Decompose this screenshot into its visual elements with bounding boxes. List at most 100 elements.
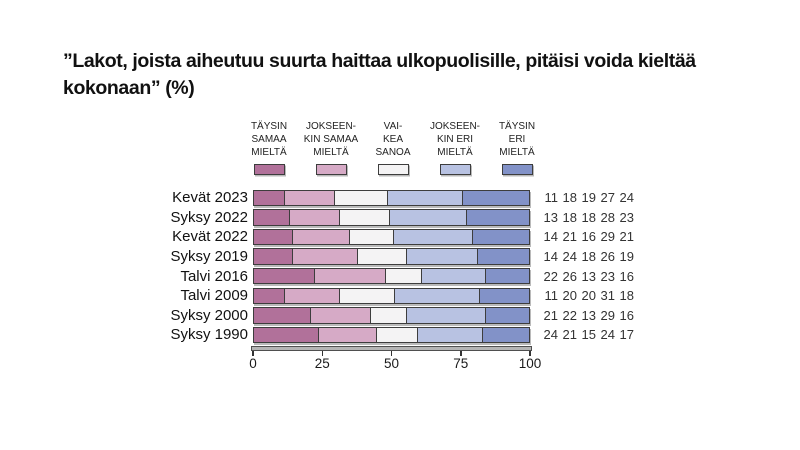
legend: TÄYSIN SAMAA MIELTÄ JOKSEEN- KIN SAMAA MI… xyxy=(238,120,548,175)
value-label: 24 xyxy=(619,190,634,206)
legend-item-1: TÄYSIN SAMAA MIELTÄ xyxy=(238,120,300,175)
value-label: 21 xyxy=(562,327,577,343)
value-label: 28 xyxy=(600,209,615,225)
bar-segment-2 xyxy=(310,308,371,323)
value-label: 31 xyxy=(600,288,615,304)
bar-row-syksy-1990: Syksy 1990 24 21 15 24 17 xyxy=(60,325,634,345)
legend-item-2: JOKSEEN- KIN SAMAA MIELTÄ xyxy=(300,120,362,175)
row-label: Kevät 2023 xyxy=(172,189,248,207)
bar-segment-3 xyxy=(370,308,407,323)
legend-label-2: JOKSEEN- KIN SAMAA MIELTÄ xyxy=(303,121,359,158)
bar-row-talvi-2016: Talvi 2016 22 26 13 23 16 xyxy=(60,266,634,286)
legend-item-3: VAI- KEA SANOA xyxy=(362,120,424,175)
value-label: 13 xyxy=(543,209,558,225)
x-axis-line xyxy=(251,346,532,351)
legend-item-4: JOKSEEN- KIN ERI MIELTÄ xyxy=(424,120,486,175)
bar-segment-5 xyxy=(477,249,529,264)
bar-segment-1 xyxy=(254,229,292,245)
bar-segment-2 xyxy=(283,288,340,304)
row-label: Talvi 2016 xyxy=(180,267,248,285)
bar-segment-5 xyxy=(479,288,530,304)
x-tick-label-25: 25 xyxy=(314,356,330,371)
value-label: 22 xyxy=(543,268,558,284)
value-labels: 22 26 13 23 16 xyxy=(539,269,634,284)
value-label: 19 xyxy=(619,249,634,265)
value-label: 21 xyxy=(562,229,577,245)
value-label: 14 xyxy=(543,229,558,245)
value-labels: 11 20 20 31 18 xyxy=(539,288,635,304)
x-tick-label-0: 0 xyxy=(249,356,257,371)
bar-segment-3 xyxy=(375,327,417,343)
row-label: Syksy 2019 xyxy=(170,248,248,266)
value-labels: 11 18 19 27 24 xyxy=(539,190,635,206)
legend-swatch-3 xyxy=(377,164,409,175)
bar-segment-3 xyxy=(385,268,422,284)
bar-segment-4 xyxy=(406,308,486,323)
value-label: 29 xyxy=(600,307,615,323)
bar-segment-5 xyxy=(465,210,529,225)
bar-segment-1 xyxy=(254,210,290,225)
x-tick-25 xyxy=(321,351,323,356)
value-label: 19 xyxy=(581,190,596,206)
value-label: 24 xyxy=(562,249,577,265)
legend-label-4: JOKSEEN- KIN ERI MIELTÄ xyxy=(429,121,480,158)
x-tick-label-75: 75 xyxy=(453,356,469,371)
stacked-bar xyxy=(253,326,530,344)
stacked-bar xyxy=(253,287,530,305)
value-label: 21 xyxy=(619,229,634,245)
value-label: 24 xyxy=(543,327,558,343)
legend-swatch-1 xyxy=(253,164,285,175)
value-label: 18 xyxy=(619,288,634,304)
chart-title: ”Lakot, joista aiheutuu suurta haittaa u… xyxy=(63,48,743,102)
value-label: 24 xyxy=(600,327,615,343)
value-label: 16 xyxy=(581,229,596,245)
value-labels: 13 18 18 28 23 xyxy=(539,210,634,225)
bar-segment-3 xyxy=(339,288,395,304)
bar-segment-4 xyxy=(421,268,485,284)
x-tick-50 xyxy=(390,351,393,356)
bar-segment-5 xyxy=(482,327,529,343)
bar-row-syksy-2019: Syksy 2019 14 24 18 26 19 xyxy=(60,247,634,267)
x-tick-label-50: 50 xyxy=(383,356,400,371)
value-label: 18 xyxy=(581,249,596,265)
value-label: 23 xyxy=(619,209,634,225)
bar-segment-5 xyxy=(462,190,529,206)
bar-segment-2 xyxy=(284,190,335,206)
bar-segment-3 xyxy=(348,229,393,245)
x-tick-label-100: 100 xyxy=(518,356,542,371)
legend-swatch-4 xyxy=(439,164,471,175)
bar-segment-3 xyxy=(356,249,407,264)
bar-segment-4 xyxy=(394,288,480,304)
value-label: 14 xyxy=(543,249,558,265)
bar-segment-4 xyxy=(392,229,472,245)
bar-segment-3 xyxy=(334,190,388,206)
stacked-bar xyxy=(253,189,530,207)
bar-row-syksy-2000: Syksy 2000 21 22 13 29 16 xyxy=(60,306,634,326)
bar-segment-2 xyxy=(318,327,376,343)
bar-segment-5 xyxy=(485,308,529,323)
bar-segment-1 xyxy=(254,327,319,343)
bar-segment-2 xyxy=(313,268,386,284)
bar-row-kevät-2022: Kevät 2022 14 21 16 29 21 xyxy=(60,227,634,247)
value-label: 13 xyxy=(581,268,596,284)
row-label: Syksy 1990 xyxy=(170,326,248,344)
legend-label-3: VAI- KEA SANOA xyxy=(375,121,411,158)
chart-title-line-1: ”Lakot, joista aiheutuu suurta haittaa u… xyxy=(63,50,696,72)
bar-segment-5 xyxy=(471,229,529,245)
row-label: Syksy 2000 xyxy=(170,306,248,324)
value-label: 20 xyxy=(562,288,577,304)
value-labels: 24 21 15 24 17 xyxy=(539,327,634,342)
value-label: 15 xyxy=(581,327,596,343)
bar-row-talvi-2009: Talvi 2009 11 20 20 31 18 xyxy=(60,286,634,306)
bar-rows: Kevät 2023 11 18 19 27 24 Syksy 2022 13 18 18 28 23… xyxy=(60,188,634,345)
value-labels: 14 21 16 29 21 xyxy=(539,229,634,244)
bar-segment-1 xyxy=(254,268,314,284)
value-label: 18 xyxy=(562,190,577,206)
bar-row-kevät-2023: Kevät 2023 11 18 19 27 24 xyxy=(60,188,634,208)
value-label: 13 xyxy=(581,307,596,323)
legend-swatch-2 xyxy=(315,164,347,175)
x-tick-100 xyxy=(529,351,531,356)
bar-segment-1 xyxy=(254,249,292,264)
value-label: 26 xyxy=(600,249,615,265)
